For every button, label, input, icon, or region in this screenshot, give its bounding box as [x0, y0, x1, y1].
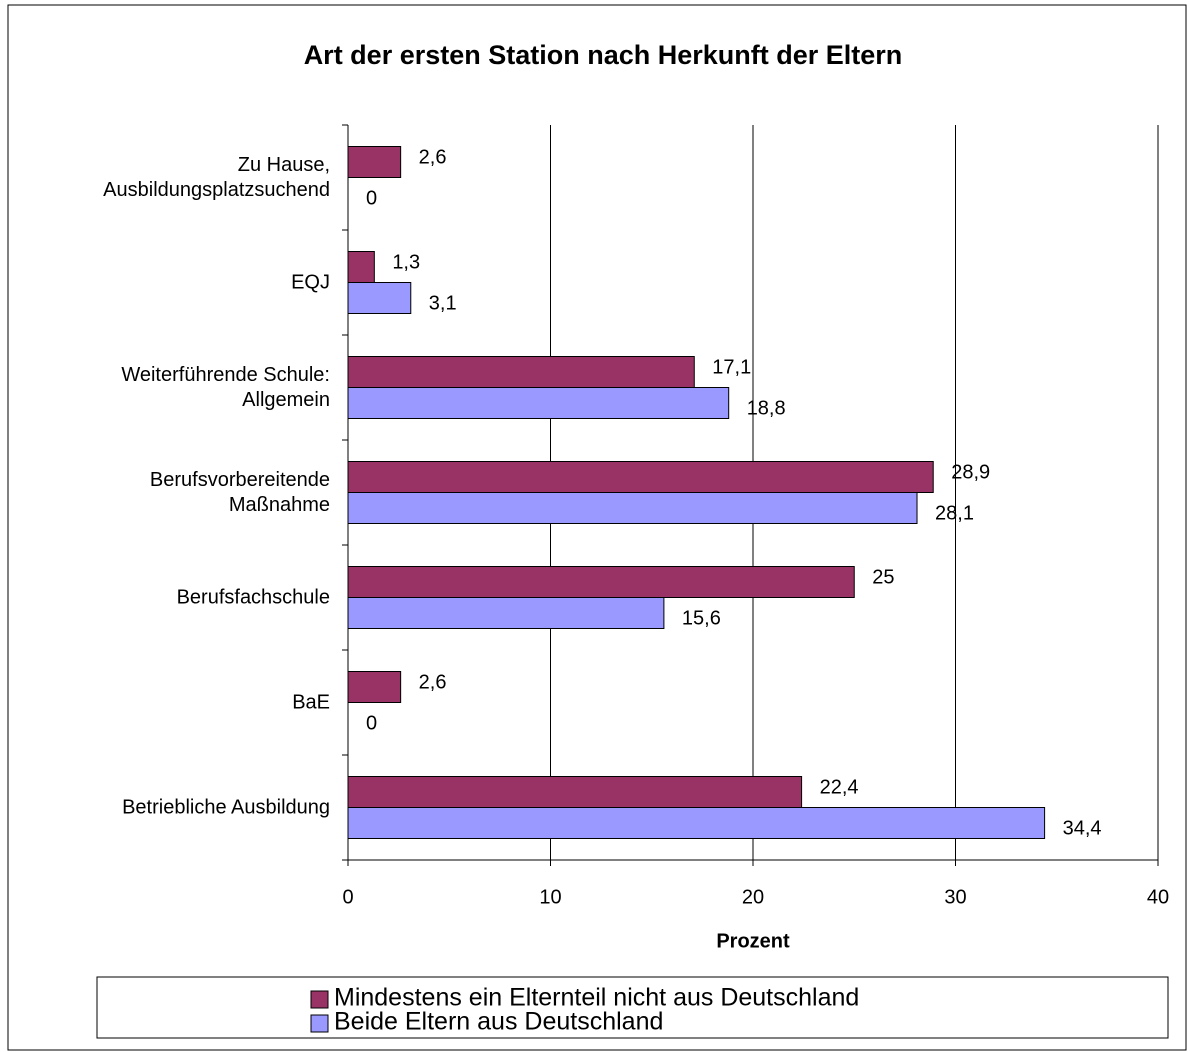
- value-label: 34,4: [1063, 817, 1102, 839]
- legend-box: [96, 976, 1169, 1039]
- category-label: EQJ: [291, 271, 330, 293]
- value-label: 28,1: [935, 502, 974, 524]
- value-label: 17,1: [712, 356, 751, 378]
- category-label: Betriebliche Ausbildung: [122, 796, 330, 818]
- bar: [347, 251, 375, 283]
- bar: [347, 356, 695, 388]
- x-tick-label: 30: [944, 886, 966, 908]
- chart-title: Art der ersten Station nach Herkunft der…: [304, 40, 903, 70]
- value-label: 15,6: [682, 607, 721, 629]
- x-tick-label: 10: [539, 886, 561, 908]
- bar: [347, 671, 402, 703]
- value-label: 18,8: [747, 397, 786, 419]
- bar: [347, 387, 730, 419]
- value-label: 2,6: [419, 671, 447, 693]
- bar: [347, 492, 918, 524]
- legend-swatch: [310, 1014, 329, 1033]
- category-label: Berufsvorbereitende Maßnahme: [149, 468, 330, 516]
- x-tick-label: 0: [342, 886, 353, 908]
- bar: [347, 566, 855, 598]
- bar: [347, 776, 803, 808]
- x-axis-label: Prozent: [716, 930, 790, 952]
- bar: [347, 807, 1046, 839]
- frame: [7, 4, 1187, 1051]
- legend-label: Mindestens ein Elternteil nicht aus Deut…: [334, 984, 859, 1012]
- bar: [347, 282, 412, 314]
- x-tick-label: 20: [742, 886, 764, 908]
- bar: [347, 146, 402, 178]
- legend-label: Beide Eltern aus Deutschland: [334, 1008, 663, 1036]
- category-label: Weiterführende Schule: Allgemein: [121, 363, 330, 411]
- category-label: Berufsfachschule: [176, 586, 330, 608]
- value-label: 0: [366, 712, 377, 734]
- value-label: 25: [872, 566, 894, 588]
- x-tick-label: 40: [1147, 886, 1169, 908]
- bar: [347, 597, 665, 629]
- value-label: 0: [366, 187, 377, 209]
- value-label: 2,6: [419, 146, 447, 168]
- bar: [347, 461, 934, 493]
- category-label: BaE: [292, 691, 330, 713]
- value-label: 28,9: [951, 461, 990, 483]
- value-label: 1,3: [392, 251, 420, 273]
- category-label: Zu Hause, Ausbildungsplatzsuchend: [103, 153, 330, 201]
- value-label: 3,1: [429, 292, 457, 314]
- legend-swatch: [310, 990, 329, 1009]
- value-label: 22,4: [820, 776, 859, 798]
